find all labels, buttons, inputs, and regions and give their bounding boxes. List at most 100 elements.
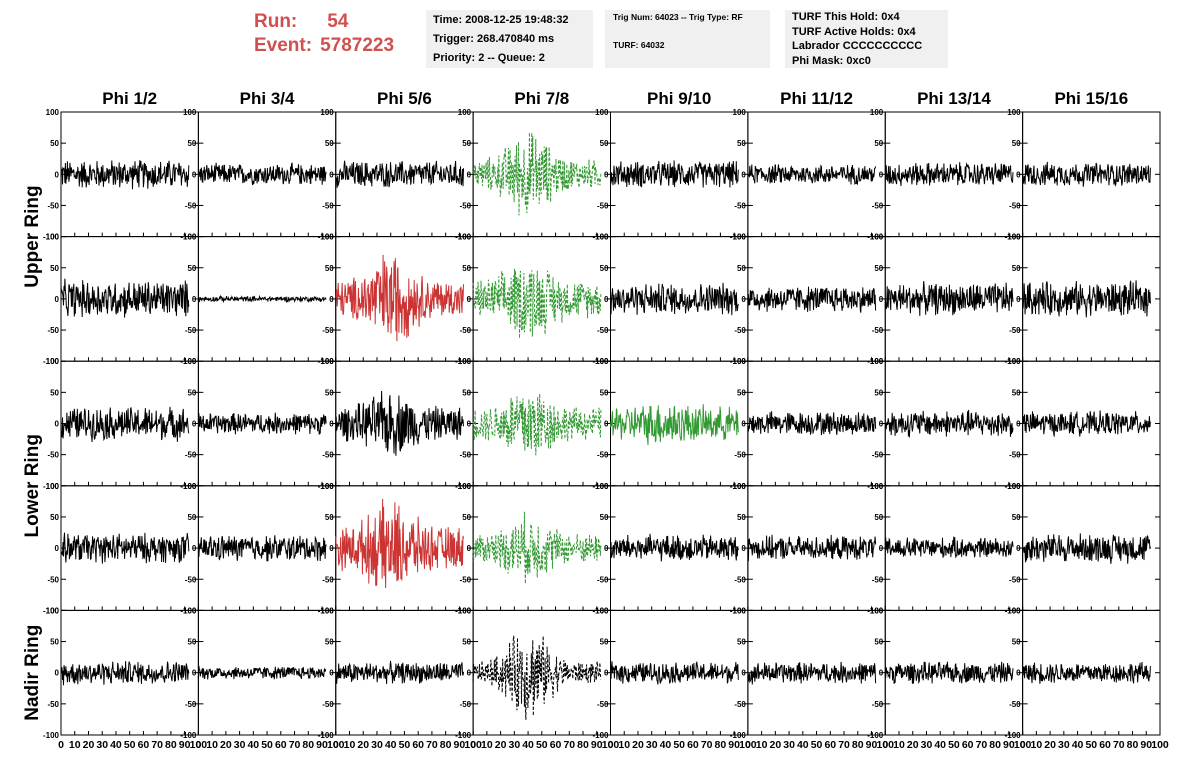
y-tick-label: -50 xyxy=(734,700,746,709)
run-value: 54 xyxy=(327,11,349,32)
waveform-trace xyxy=(884,536,1014,559)
y-tick-label: -50 xyxy=(47,201,59,210)
x-tick-label: 70 xyxy=(426,739,438,751)
y-tick-label: -50 xyxy=(1009,326,1021,335)
y-tick-label: -100 xyxy=(730,482,747,491)
event-value: 5787223 xyxy=(320,35,395,56)
y-tick-label: -50 xyxy=(47,326,59,335)
y-tick-label: 100 xyxy=(183,233,197,242)
y-tick-label: -50 xyxy=(322,700,334,709)
plot-frame xyxy=(335,609,474,736)
y-tick-label: 0 xyxy=(192,669,197,678)
waveform-trace xyxy=(610,660,739,685)
waveform-trace xyxy=(884,409,1014,438)
x-tick-label: 70 xyxy=(563,739,575,751)
x-tick-label: 30 xyxy=(508,739,520,751)
x-tick-label: 20 xyxy=(83,739,95,751)
y-tick-label: 50 xyxy=(50,388,59,397)
y-tick-label: -50 xyxy=(47,700,59,709)
x-tick-label: 80 xyxy=(715,739,727,751)
x-tick-label: 10 xyxy=(618,739,630,751)
y-tick-label: -50 xyxy=(872,700,884,709)
y-tick-label: -100 xyxy=(180,731,197,740)
x-tick-label: 90 xyxy=(591,739,603,751)
y-tick-label: 0 xyxy=(55,544,60,553)
x-tick-label: 40 xyxy=(660,739,672,751)
y-tick-label: 100 xyxy=(1007,606,1021,615)
y-tick-label: 0 xyxy=(741,669,746,678)
x-tick-label: 0 xyxy=(333,739,339,751)
y-tick-label: -50 xyxy=(872,326,884,335)
y-tick-label: -50 xyxy=(1009,201,1021,210)
y-tick-label: -50 xyxy=(872,201,884,210)
y-tick-label: 0 xyxy=(879,544,884,553)
y-tick-label: 100 xyxy=(458,233,472,242)
y-tick-label: -100 xyxy=(1005,233,1022,242)
y-tick-label: 0 xyxy=(329,295,334,304)
y-tick-label: -50 xyxy=(47,575,59,584)
x-tick-label: 100 xyxy=(190,739,208,751)
y-tick-label: 50 xyxy=(1012,513,1021,522)
y-tick-label: 100 xyxy=(46,357,60,366)
waveform-trace xyxy=(1022,161,1151,188)
x-tick-label: 40 xyxy=(1072,739,1084,751)
y-tick-label: -50 xyxy=(872,451,884,460)
waveform-trace xyxy=(884,661,1014,685)
x-tick-label: 50 xyxy=(261,739,273,751)
y-tick-label: 50 xyxy=(737,513,746,522)
column-header: Phi 11/12 xyxy=(780,89,853,108)
x-tick-label: 40 xyxy=(385,739,397,751)
y-tick-label: 0 xyxy=(467,669,472,678)
x-tick-label: 30 xyxy=(96,739,108,751)
x-tick-label: 80 xyxy=(165,739,177,751)
y-tick-label: 100 xyxy=(733,357,747,366)
labrador-text: Labrador CCCCCCCCCC xyxy=(792,40,923,52)
y-tick-label: 0 xyxy=(192,544,197,553)
y-tick-label: 0 xyxy=(467,295,472,304)
y-tick-label: 0 xyxy=(192,170,197,179)
y-tick-label: 0 xyxy=(55,295,60,304)
y-tick-label: 50 xyxy=(737,264,746,273)
x-tick-label: 0 xyxy=(608,739,614,751)
y-tick-label: 0 xyxy=(1016,669,1021,678)
waveform-trace xyxy=(747,286,877,313)
y-tick-label: 50 xyxy=(325,638,334,647)
y-tick-label: 100 xyxy=(46,108,60,117)
x-tick-label: 40 xyxy=(797,739,809,751)
y-tick-label: -50 xyxy=(185,700,197,709)
y-tick-label: 0 xyxy=(879,420,884,429)
y-tick-label: -100 xyxy=(43,357,60,366)
y-tick-label: 100 xyxy=(458,606,472,615)
y-tick-label: 100 xyxy=(733,108,747,117)
x-tick-label: 0 xyxy=(470,739,476,751)
y-tick-label: -50 xyxy=(734,451,746,460)
waveform-trace xyxy=(472,268,602,339)
y-tick-label: 50 xyxy=(874,139,883,148)
y-tick-label: 0 xyxy=(329,669,334,678)
y-tick-label: 0 xyxy=(604,295,609,304)
x-tick-label: 10 xyxy=(344,739,356,751)
y-tick-label: 0 xyxy=(604,420,609,429)
y-tick-label: 0 xyxy=(1016,170,1021,179)
x-tick-label: 90 xyxy=(1140,739,1152,751)
y-tick-label: -50 xyxy=(322,201,334,210)
y-tick-label: 100 xyxy=(458,108,472,117)
y-tick-label: -100 xyxy=(867,482,884,491)
x-tick-label: 80 xyxy=(1127,739,1139,751)
x-tick-label: 80 xyxy=(440,739,452,751)
x-tick-label: 70 xyxy=(289,739,301,751)
waveform-trace xyxy=(60,160,190,190)
y-tick-label: 100 xyxy=(46,482,60,491)
y-tick-label: -100 xyxy=(180,482,197,491)
waveform-trace xyxy=(610,533,739,562)
y-tick-label: 100 xyxy=(870,233,884,242)
waveform-trace xyxy=(1022,661,1151,684)
x-tick-label: 60 xyxy=(824,739,836,751)
y-tick-label: -100 xyxy=(43,482,60,491)
y-tick-label: 50 xyxy=(600,513,609,522)
turf-text: TURF: 64032 xyxy=(613,40,665,50)
y-tick-label: -100 xyxy=(730,606,747,615)
x-tick-label: 80 xyxy=(989,739,1001,751)
waveform-trace xyxy=(335,498,464,589)
waveform-trace xyxy=(197,535,327,562)
